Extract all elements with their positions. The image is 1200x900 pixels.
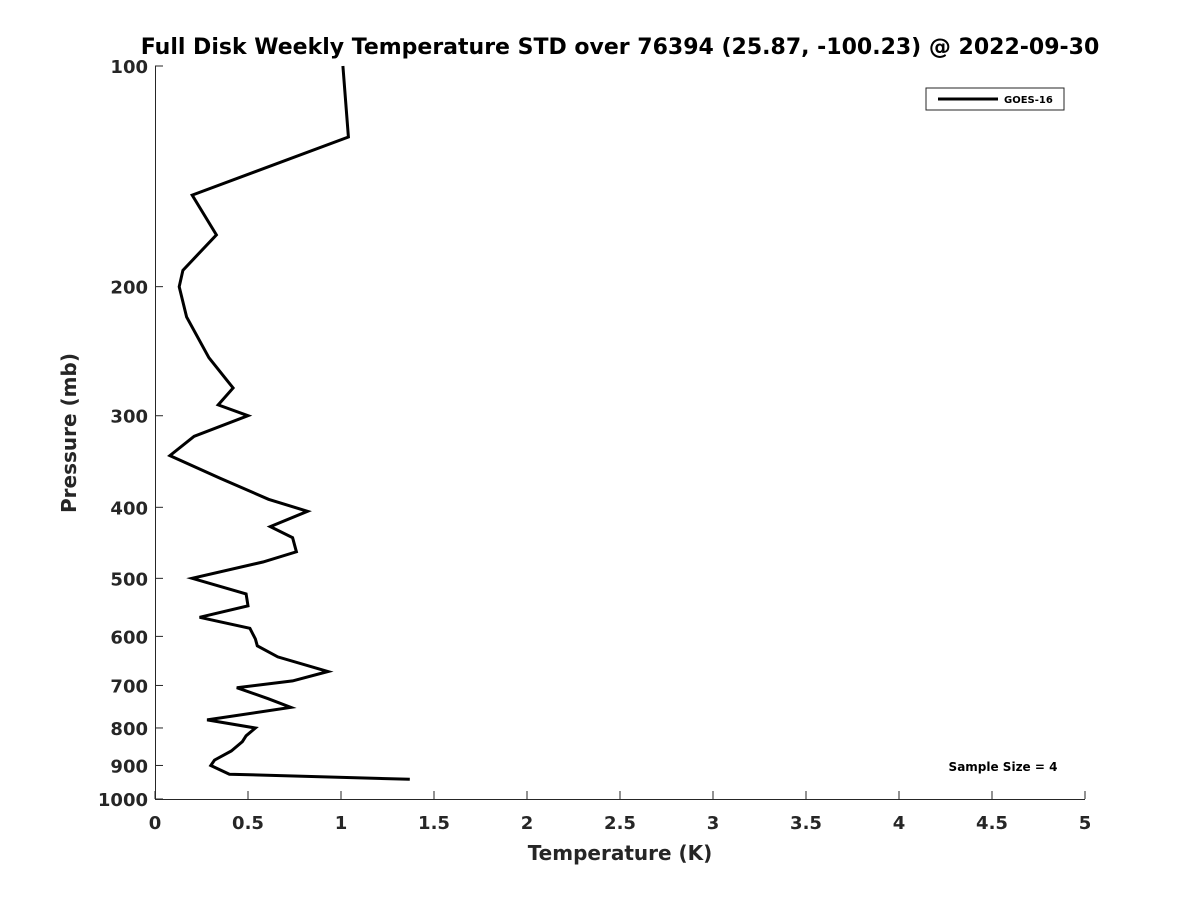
x-tick-label: 4 [893, 813, 906, 834]
y-axis-ticks: 100 200 300 400 500 600 700 800 900 1000 [98, 57, 163, 811]
y-tick-label: 900 [110, 756, 148, 777]
legend: GOES-16 [925, 87, 1065, 111]
x-tick-label: 3.5 [790, 813, 822, 834]
x-axis-ticks: 0 0.5 1 1.5 2 2.5 3 3.5 4 4.5 5 [149, 791, 1092, 834]
y-tick-label: 1000 [98, 790, 148, 811]
series-layer [167, 65, 410, 781]
sample-size-annotation: Sample Size = 4 [949, 760, 1058, 774]
x-tick-label: 0.5 [232, 813, 264, 834]
x-tick-label: 5 [1079, 813, 1092, 834]
y-tick-label: 100 [110, 57, 148, 78]
y-tick-label: 500 [110, 569, 148, 590]
plot-y-axis-line [155, 66, 156, 800]
x-tick-label: 0 [149, 813, 162, 834]
x-tick-label: 2 [521, 813, 534, 834]
plot-x-axis-line [155, 799, 1085, 800]
y-tick-label: 300 [110, 407, 148, 428]
x-axis-title: Temperature (K) [528, 841, 713, 865]
x-tick-label: 1.5 [418, 813, 450, 834]
x-tick-label: 4.5 [976, 813, 1008, 834]
x-tick-label: 1 [335, 813, 348, 834]
x-tick-label: 3 [707, 813, 720, 834]
x-tick-label: 2.5 [604, 813, 636, 834]
chart-title: Full Disk Weekly Temperature STD over 76… [141, 35, 1100, 60]
y-axis-title: Pressure (mb) [57, 353, 81, 513]
y-tick-label: 700 [110, 676, 148, 697]
y-tick-label: 800 [110, 719, 148, 740]
series-line-goes-16 [167, 65, 410, 781]
y-tick-label: 200 [110, 278, 148, 299]
y-tick-label: 400 [110, 498, 148, 519]
y-tick-label: 600 [110, 627, 148, 648]
legend-label-goes-16: GOES-16 [1004, 95, 1053, 106]
